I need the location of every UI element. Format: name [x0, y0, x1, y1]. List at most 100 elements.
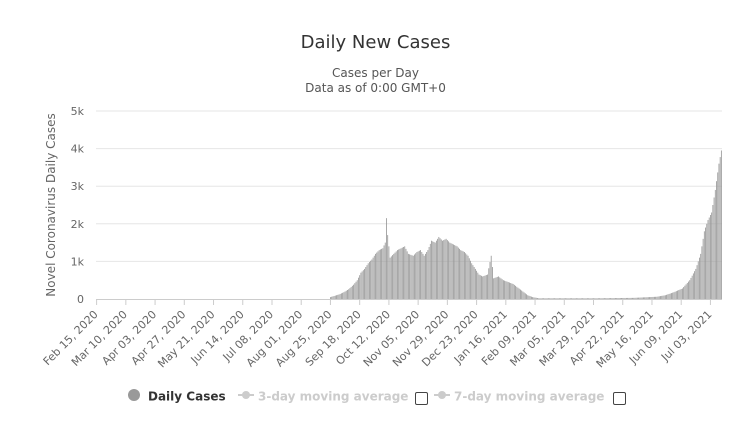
daily-cases-bar[interactable] [392, 255, 393, 299]
daily-cases-bar[interactable] [336, 295, 337, 299]
daily-cases-bar[interactable] [482, 276, 484, 299]
daily-cases-bar[interactable] [714, 189, 716, 299]
daily-cases-bar[interactable] [405, 248, 407, 299]
daily-cases-bar[interactable] [543, 298, 544, 299]
daily-cases-bar[interactable] [381, 248, 383, 299]
daily-cases-bar[interactable] [563, 298, 565, 299]
daily-cases-bar[interactable] [650, 297, 652, 299]
daily-cases-bar[interactable] [579, 298, 581, 299]
daily-cases-bar[interactable] [625, 297, 627, 299]
daily-cases-bar[interactable] [515, 285, 516, 299]
daily-cases-bar[interactable] [451, 243, 453, 299]
daily-cases-bar[interactable] [373, 255, 375, 299]
daily-cases-bar[interactable] [368, 262, 370, 299]
daily-cases-bar[interactable] [606, 298, 608, 299]
daily-cases-bar[interactable] [501, 279, 503, 299]
daily-cases-bar[interactable] [479, 275, 481, 299]
daily-cases-bar[interactable] [423, 255, 425, 299]
daily-cases-bar[interactable] [494, 277, 496, 299]
daily-cases-bar[interactable] [634, 297, 636, 299]
daily-cases-bar[interactable] [716, 181, 717, 299]
daily-cases-bar[interactable] [393, 253, 395, 299]
daily-cases-bar[interactable] [597, 298, 599, 299]
daily-cases-bar[interactable] [705, 227, 706, 299]
daily-cases-bar[interactable] [348, 289, 350, 299]
daily-cases-bar[interactable] [602, 298, 604, 299]
daily-cases-bar[interactable] [467, 255, 469, 299]
daily-cases-bar[interactable] [372, 257, 374, 299]
daily-cases-bar[interactable] [652, 296, 654, 299]
daily-cases-bar[interactable] [359, 275, 361, 299]
daily-cases-bar[interactable] [442, 240, 443, 299]
daily-cases-bar[interactable] [445, 238, 447, 299]
daily-cases-bar[interactable] [457, 247, 459, 299]
daily-cases-bar[interactable] [679, 289, 681, 299]
daily-cases-bar[interactable] [387, 235, 389, 299]
daily-cases-bar[interactable] [713, 197, 715, 299]
daily-cases-bar[interactable] [583, 298, 585, 299]
daily-cases-bar[interactable] [425, 253, 426, 299]
daily-cases-bar[interactable] [561, 298, 563, 299]
daily-cases-bar[interactable] [588, 298, 590, 299]
daily-cases-bar[interactable] [432, 241, 434, 299]
daily-cases-bar[interactable] [689, 280, 691, 299]
daily-cases-bar[interactable] [342, 292, 344, 299]
daily-cases-bar[interactable] [628, 297, 630, 299]
daily-cases-bar[interactable] [675, 291, 677, 299]
daily-cases-bar[interactable] [495, 277, 497, 299]
daily-cases-bar[interactable] [395, 251, 397, 299]
daily-cases-bar[interactable] [365, 267, 367, 299]
daily-cases-bar[interactable] [524, 293, 526, 299]
daily-cases-bar[interactable] [578, 298, 580, 299]
daily-cases-bar[interactable] [448, 241, 450, 299]
daily-cases-bar[interactable] [703, 231, 705, 299]
daily-cases-bar[interactable] [686, 282, 688, 299]
daily-cases-bar[interactable] [459, 248, 460, 299]
daily-cases-bar[interactable] [527, 295, 529, 299]
daily-cases-bar[interactable] [485, 275, 487, 299]
daily-cases-bar[interactable] [568, 298, 570, 299]
daily-cases-bar[interactable] [382, 248, 384, 299]
daily-cases-bar[interactable] [507, 282, 509, 299]
daily-cases-bar[interactable] [617, 298, 619, 299]
daily-cases-bar[interactable] [616, 298, 618, 299]
daily-cases-bar[interactable] [667, 294, 669, 299]
daily-cases-bar[interactable] [548, 298, 549, 299]
daily-cases-bar[interactable] [407, 253, 409, 299]
daily-cases-bar[interactable] [384, 242, 386, 299]
daily-cases-bar[interactable] [623, 297, 625, 299]
daily-cases-bar[interactable] [692, 273, 694, 299]
daily-cases-bar[interactable] [411, 255, 413, 299]
daily-cases-bar[interactable] [702, 238, 704, 299]
daily-cases-bar[interactable] [417, 251, 419, 299]
daily-cases-bar[interactable] [500, 278, 502, 299]
daily-cases-bar[interactable] [397, 250, 398, 299]
daily-cases-bar[interactable] [608, 298, 610, 299]
daily-cases-bar[interactable] [596, 298, 598, 299]
daily-cases-bar[interactable] [636, 297, 638, 299]
daily-cases-bar[interactable] [662, 295, 664, 299]
daily-cases-bar[interactable] [573, 298, 575, 299]
daily-cases-bar[interactable] [533, 297, 535, 299]
daily-cases-bar[interactable] [629, 297, 631, 299]
daily-cases-bar[interactable] [468, 258, 470, 299]
daily-cases-bar[interactable] [401, 247, 403, 299]
daily-cases-bar[interactable] [550, 298, 552, 299]
daily-cases-bar[interactable] [438, 236, 440, 299]
daily-cases-bar[interactable] [612, 298, 614, 299]
daily-cases-bar[interactable] [530, 296, 532, 299]
daily-cases-bar[interactable] [522, 291, 524, 299]
daily-cases-bar[interactable] [532, 297, 534, 299]
daily-cases-bar[interactable] [643, 297, 644, 299]
daily-cases-bar[interactable] [580, 298, 582, 299]
daily-cases-bar[interactable] [488, 268, 490, 299]
daily-cases-bar[interactable] [718, 163, 720, 299]
daily-cases-bar[interactable] [370, 260, 372, 299]
daily-cases-bar[interactable] [463, 252, 465, 299]
daily-cases-bar[interactable] [399, 248, 401, 299]
daily-cases-bar[interactable] [591, 298, 593, 299]
daily-cases-bar[interactable] [664, 295, 666, 299]
daily-cases-bar[interactable] [678, 290, 680, 299]
daily-cases-bar[interactable] [658, 296, 660, 299]
daily-cases-bar[interactable] [355, 281, 357, 299]
